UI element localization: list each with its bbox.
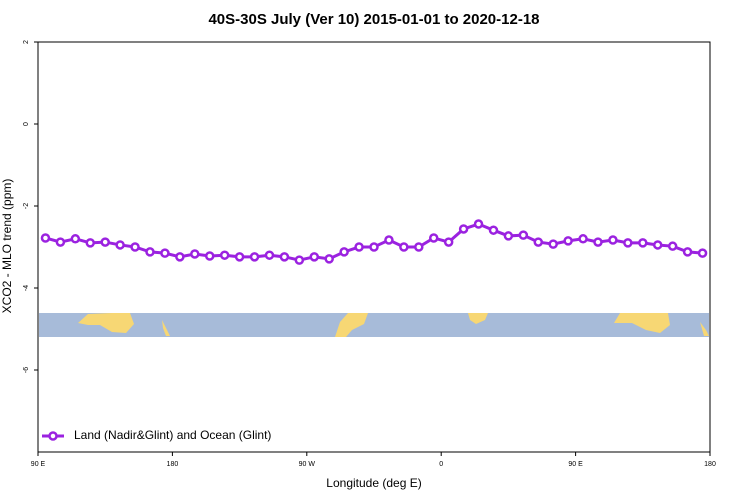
- ocean: [39, 313, 709, 337]
- point: [384, 235, 394, 245]
- point: [115, 240, 125, 250]
- point: [608, 235, 618, 245]
- point: [160, 248, 170, 258]
- point: [458, 224, 469, 234]
- point: [533, 237, 544, 247]
- point: [518, 230, 529, 240]
- point: [638, 238, 648, 248]
- point: [175, 252, 185, 262]
- x-tick-label: 0: [439, 461, 443, 468]
- point: [85, 238, 96, 248]
- x-tick-label: 90 E: [31, 461, 46, 468]
- point: [339, 247, 349, 257]
- y-tick-label: -2: [23, 203, 30, 209]
- y-tick-label: -6: [23, 367, 30, 373]
- x-tick-label: 90 E: [568, 461, 583, 468]
- point: [488, 225, 499, 235]
- point: [369, 242, 379, 252]
- point: [40, 233, 51, 243]
- point: [563, 236, 573, 246]
- point: [623, 238, 633, 248]
- point: [548, 239, 558, 249]
- point: [100, 237, 110, 247]
- land: [700, 322, 709, 336]
- point: [414, 242, 424, 252]
- x-axis-label: Longitude (deg E): [326, 476, 421, 490]
- point: [593, 237, 603, 247]
- x-tick-label: 90 W: [299, 461, 316, 468]
- land: [78, 313, 134, 333]
- y-tick-label: -4: [23, 285, 30, 291]
- point: [682, 247, 693, 257]
- x-tick-label: 180: [704, 461, 716, 468]
- x-tick-label: 180: [167, 461, 179, 468]
- point: [652, 240, 663, 250]
- land: [614, 313, 670, 333]
- land: [335, 313, 368, 337]
- plot-frame: [37, 41, 711, 453]
- y-axis-label: XCO2 - MLO trend (ppm): [0, 179, 14, 314]
- land: [468, 313, 488, 324]
- point: [473, 219, 484, 229]
- point: [309, 252, 320, 262]
- point: [55, 237, 66, 247]
- point: [249, 252, 260, 262]
- y-tick-label: 2: [23, 40, 30, 44]
- y-tick-label: 0: [23, 122, 30, 126]
- point: [130, 242, 140, 252]
- point: [354, 242, 364, 252]
- point: [234, 252, 245, 262]
- point: [145, 247, 155, 257]
- point: [264, 250, 275, 260]
- point: [503, 231, 514, 241]
- chart-title: 40S-30S July (Ver 10) 2015-01-01 to 2020…: [208, 11, 539, 28]
- point: [443, 237, 454, 247]
- point: [70, 234, 81, 244]
- point: [190, 249, 200, 259]
- point: [578, 234, 588, 244]
- legend-label: Land (Nadir&Glint) and Ocean (Glint): [74, 428, 271, 442]
- point: [399, 242, 409, 252]
- legend-marker: [48, 431, 58, 441]
- point: [294, 255, 305, 265]
- map-strip: [39, 313, 709, 337]
- point: [697, 248, 708, 258]
- point: [279, 252, 290, 262]
- land: [162, 320, 170, 336]
- point: [324, 254, 334, 264]
- series-line: [45, 222, 703, 262]
- point: [667, 241, 678, 251]
- point: [204, 251, 215, 261]
- point: [428, 233, 439, 243]
- point: [219, 250, 230, 260]
